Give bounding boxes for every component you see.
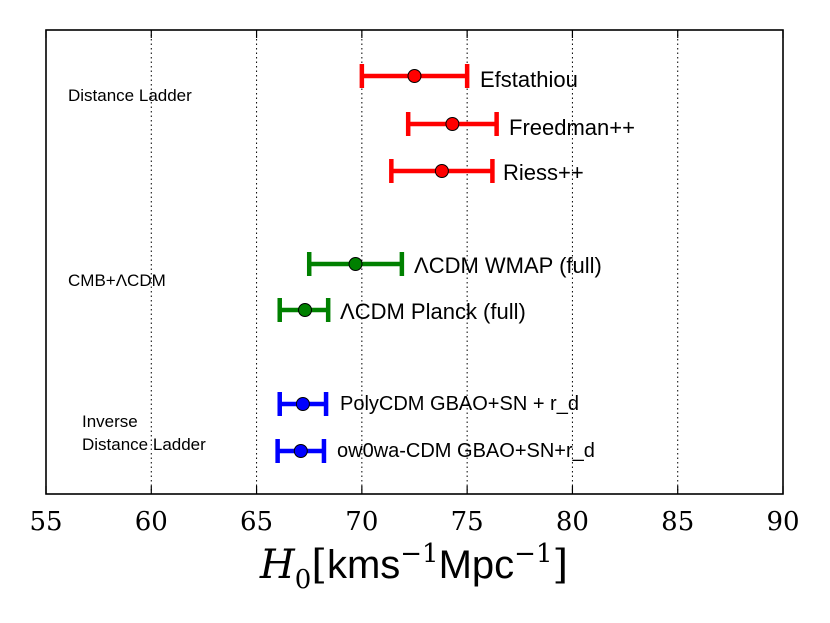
point-label-polycdm: PolyCDM GBAO+SN + r_d: [340, 393, 579, 415]
point-marker: [348, 257, 363, 271]
group-label-inverse-distance-ladder: Inverse Distance Ladder: [82, 412, 206, 454]
group-label-distance-ladder: Distance Ladder: [68, 86, 192, 105]
x-tick-label: 55: [29, 507, 62, 537]
x-tick-label: 70: [345, 507, 378, 537]
point-marker: [434, 164, 449, 178]
x-tick-label: 60: [135, 507, 168, 537]
point-marker: [293, 444, 308, 458]
error-bar-0: [359, 64, 470, 88]
point-label-ow0wa-cdm: ow0wa-CDM GBAO+SN+r_d: [337, 440, 595, 462]
error-bar-4: [277, 298, 331, 322]
error-bar-1: [405, 112, 499, 136]
x-tick-label: 90: [766, 507, 799, 537]
point-label-freedman: Freedman++: [509, 115, 635, 140]
point-marker: [445, 117, 460, 131]
point-label-lcdm-planck: ΛCDM Planck (full): [340, 299, 526, 324]
group-label-cmb-lcdm: CMB+ΛCDM: [68, 271, 166, 290]
plot-frame: [45, 29, 784, 495]
x-axis-ticks: 55 60 65 70 75 80 85 90: [29, 30, 800, 537]
error-bar-2: [389, 159, 495, 183]
point-marker: [407, 69, 422, 83]
gridlines: [150, 30, 679, 494]
data-marks: [275, 64, 499, 463]
error-bar-3: [306, 252, 405, 276]
point-label-lcdm-wmap: ΛCDM WMAP (full): [414, 253, 602, 278]
x-tick-label: 85: [661, 507, 694, 537]
point-label-riess: Riess++: [503, 160, 584, 185]
point-label-efstathiou: Efstathiou: [480, 67, 578, 92]
point-marker: [298, 303, 313, 317]
error-bar-5: [277, 392, 329, 416]
x-axis-label: H0[kms−1Mpc−1]: [259, 539, 568, 595]
point-marker: [295, 397, 310, 411]
error-bar-6: [275, 439, 327, 463]
x-tick-label: 65: [240, 507, 273, 537]
x-tick-label: 75: [451, 507, 484, 537]
x-tick-label: 80: [556, 507, 589, 537]
